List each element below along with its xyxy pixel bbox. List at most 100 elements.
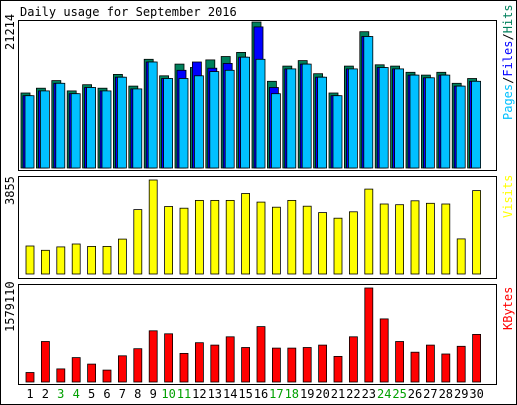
- kbytes-bar-13: [210, 344, 220, 383]
- kbytes-max-label: 1579110: [3, 281, 17, 332]
- visits-bar-14: [225, 199, 235, 275]
- day-label-30: 30: [469, 387, 483, 401]
- pages-bar-20: [317, 76, 328, 169]
- visits-bar-19: [302, 205, 312, 275]
- visits-bar-6: [102, 245, 112, 275]
- day-label-6: 6: [103, 387, 110, 401]
- kbytes-bar-12: [194, 342, 204, 383]
- pages-bar-21: [332, 95, 343, 169]
- day-label-16: 16: [254, 387, 268, 401]
- kbytes-bar-10: [164, 333, 174, 383]
- legend-kbytes: KBytes: [501, 287, 515, 330]
- kbytes-bar-3: [56, 368, 66, 383]
- visits-bar-17: [271, 206, 281, 275]
- day-label-18: 18: [285, 387, 299, 401]
- visits-bar-30: [472, 190, 482, 275]
- pages-bar-15: [240, 56, 251, 169]
- kbytes-bar-26: [410, 351, 420, 383]
- pages-bar-28: [440, 74, 451, 169]
- visits-bar-2: [41, 249, 50, 275]
- day-label-1: 1: [26, 387, 33, 401]
- day-label-2: 2: [42, 387, 49, 401]
- legend-pages: Pages: [501, 84, 515, 120]
- pages-bar-18: [286, 68, 297, 169]
- pages-bar-8: [132, 88, 143, 169]
- visits-bar-4: [71, 243, 81, 275]
- visits-bar-21: [333, 217, 343, 275]
- day-label-13: 13: [208, 387, 222, 401]
- visits-bar-20: [318, 212, 328, 275]
- visits-bar-25: [395, 204, 405, 275]
- kbytes-bar-9: [148, 330, 158, 383]
- day-label-15: 15: [238, 387, 252, 401]
- visits-bar-3: [56, 246, 66, 275]
- day-label-29: 29: [454, 387, 468, 401]
- kbytes-bar-17: [271, 347, 281, 383]
- visits-bar-28: [441, 203, 451, 275]
- pages-bar-9: [147, 61, 158, 169]
- pages-bar-4: [70, 93, 81, 169]
- visits-bar-8: [133, 209, 143, 275]
- kbytes-bar-19: [302, 347, 312, 383]
- kbytes-bar-30: [472, 333, 482, 383]
- pages-bar-29: [455, 85, 466, 169]
- visits-bar-10: [164, 206, 174, 275]
- visits-bar-7: [118, 238, 127, 275]
- chart-bars: [20, 21, 482, 383]
- day-label-14: 14: [223, 387, 237, 401]
- legend-separator: /: [501, 33, 515, 40]
- pages-bar-26: [409, 74, 420, 169]
- kbytes-bar-6: [102, 369, 112, 383]
- day-label-12: 12: [192, 387, 206, 401]
- kbytes-bar-8: [133, 348, 143, 383]
- kbytes-bar-21: [333, 355, 343, 383]
- day-label-26: 26: [408, 387, 422, 401]
- pages-bar-14: [224, 69, 235, 169]
- day-label-3: 3: [57, 387, 64, 401]
- kbytes-bar-18: [287, 347, 297, 383]
- pages-bar-12: [193, 75, 204, 169]
- pages-bar-7: [117, 76, 127, 169]
- pages-bar-19: [301, 63, 312, 169]
- kbytes-bar-27: [425, 344, 435, 383]
- visits-bar-11: [179, 207, 189, 275]
- kbytes-bar-5: [87, 363, 96, 383]
- kbytes-bar-7: [118, 355, 127, 383]
- pages-bar-3: [55, 82, 66, 169]
- visits-bar-26: [410, 200, 420, 275]
- pages-bar-17: [270, 93, 281, 169]
- day-label-20: 20: [315, 387, 329, 401]
- kbytes-bar-14: [225, 336, 235, 383]
- day-label-9: 9: [150, 387, 157, 401]
- pages-bar-30: [471, 80, 482, 169]
- day-label-25: 25: [392, 387, 406, 401]
- pages-bar-5: [86, 87, 96, 169]
- kbytes-bar-24: [379, 318, 389, 383]
- kbytes-bar-15: [241, 347, 251, 383]
- visits-bar-27: [425, 202, 435, 275]
- pages-bar-23: [363, 36, 374, 169]
- kbytes-bar-22: [348, 336, 358, 383]
- visits-bar-23: [364, 188, 374, 275]
- x-axis-labels: 1 2 3 4 5 6 7 8 9 10 11 12 13 14 15 16 17 18 19 20 21 22 23 24 2…: [26, 387, 483, 401]
- visits-bar-18: [287, 199, 297, 275]
- pages-bar-27: [424, 77, 435, 169]
- visits-bar-12: [194, 199, 204, 275]
- day-label-7: 7: [119, 387, 126, 401]
- visits-bar-24: [379, 203, 389, 275]
- pages-bar-10: [163, 78, 174, 169]
- visits-bar-1: [25, 245, 35, 275]
- kbytes-bar-28: [441, 353, 451, 383]
- visits-bar-5: [87, 245, 96, 275]
- visits-bar-15: [241, 193, 251, 275]
- chart-title: Daily usage for September 2016: [20, 5, 237, 19]
- pages-bar-11: [178, 78, 189, 169]
- visits-bar-16: [256, 201, 266, 275]
- pages-bar-13: [209, 71, 220, 169]
- kbytes-bar-4: [71, 357, 81, 383]
- visits-bar-22: [348, 211, 358, 275]
- kbytes-bar-20: [318, 344, 328, 383]
- kbytes-bar-25: [395, 341, 405, 383]
